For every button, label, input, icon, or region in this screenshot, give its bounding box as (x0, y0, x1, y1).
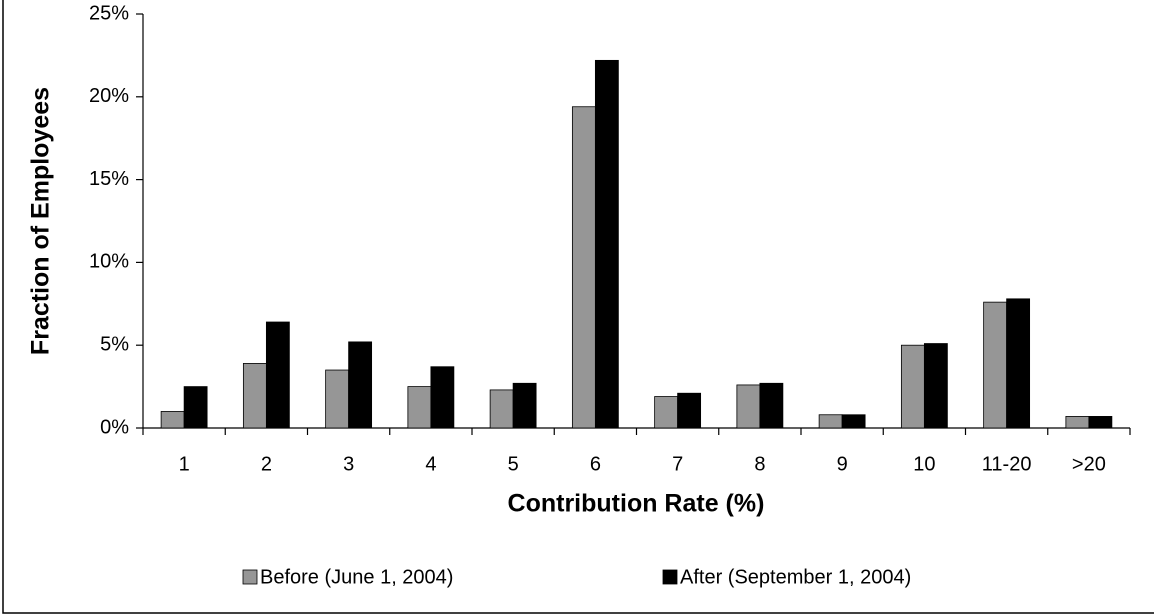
bar (325, 369, 350, 429)
bar (265, 321, 290, 429)
bar (571, 106, 596, 429)
x-axis-title: Contribution Rate (%) (508, 490, 765, 518)
legend-label: After (September 1, 2004) (680, 566, 911, 588)
bar (1088, 416, 1113, 429)
bar (736, 384, 761, 429)
y-tick-label: 20% (89, 85, 129, 107)
bar (983, 301, 1008, 429)
bar (489, 389, 514, 429)
x-tick-label: 4 (425, 453, 436, 475)
y-axis-title: Fraction of Employees (27, 87, 55, 355)
bar (430, 366, 455, 429)
bar (1065, 416, 1090, 429)
bar (348, 341, 373, 429)
y-tick-label: 15% (89, 168, 129, 190)
bar (242, 363, 267, 429)
legend-swatch (242, 569, 258, 585)
bar (160, 411, 185, 429)
x-tick-label: 1 (179, 453, 190, 475)
x-tick-label: 3 (343, 453, 354, 475)
x-tick-label: 2 (261, 453, 272, 475)
bar (818, 414, 843, 429)
bar (654, 396, 679, 429)
bar (841, 414, 866, 429)
x-tick-label: 8 (754, 453, 765, 475)
x-tick-label: 9 (837, 453, 848, 475)
y-tick-label: 10% (89, 251, 129, 273)
bar (759, 382, 784, 429)
legend-swatch (662, 569, 678, 585)
y-tick-label: 5% (100, 333, 129, 355)
bar (512, 382, 537, 429)
x-tick-label: 7 (672, 453, 683, 475)
x-tick-label: 6 (590, 453, 601, 475)
bar (407, 386, 432, 429)
bar (677, 392, 702, 429)
x-tick-label: 5 (508, 453, 519, 475)
bar (183, 386, 208, 429)
bar (900, 344, 925, 429)
bar (923, 343, 948, 429)
x-tick-label: 10 (913, 453, 935, 475)
x-tick-label: 11-20 (982, 453, 1032, 475)
legend-label: Before (June 1, 2004) (260, 566, 453, 588)
x-tick-label: >20 (1072, 453, 1106, 475)
bar (594, 59, 619, 429)
y-tick-label: 25% (89, 2, 129, 24)
bar (1006, 298, 1031, 429)
y-tick-label: 0% (100, 416, 129, 438)
